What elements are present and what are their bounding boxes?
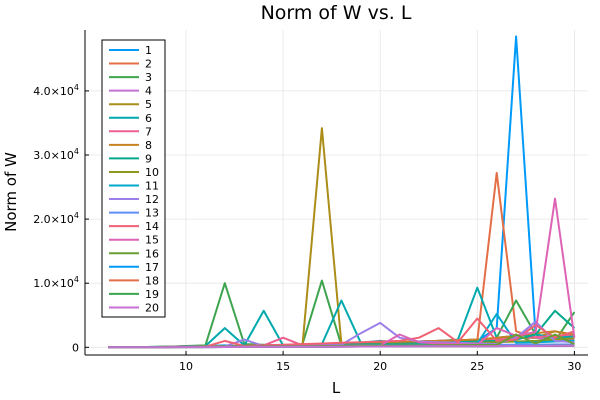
legend-label: 5 xyxy=(145,98,152,111)
series-line-20 xyxy=(108,344,575,349)
x-axis-label: L xyxy=(332,379,341,397)
legend-label: 14 xyxy=(145,220,159,233)
y-ticks: 0 1.0×104 2.0×104 3.0×104 4.0×104 xyxy=(33,83,89,354)
legend-label: 11 xyxy=(145,180,159,193)
x-tick-label: 15 xyxy=(276,360,290,373)
legend-label: 3 xyxy=(145,71,152,84)
legend-label: 16 xyxy=(145,247,159,260)
x-tick-label: 25 xyxy=(470,360,484,373)
legend-label: 4 xyxy=(145,85,152,98)
legend-label: 10 xyxy=(145,166,159,179)
legend-label: 1 xyxy=(145,44,152,57)
y-tick-label: 1.0×104 xyxy=(33,275,79,290)
x-ticks: 10 15 20 25 30 xyxy=(179,351,581,373)
legend-label: 20 xyxy=(145,301,159,314)
y-tick-label: 3.0×104 xyxy=(33,147,79,162)
legend-label: 7 xyxy=(145,125,152,138)
y-tick-label: 0 xyxy=(72,341,79,354)
y-tick-label: 2.0×104 xyxy=(33,211,79,226)
legend-label: 6 xyxy=(145,112,152,125)
legend-label: 8 xyxy=(145,139,152,152)
series xyxy=(108,35,576,349)
x-tick-label: 30 xyxy=(567,360,581,373)
x-tick-label: 10 xyxy=(179,360,193,373)
legend-label: 17 xyxy=(145,261,159,274)
legend-label: 9 xyxy=(145,152,152,165)
legend-label: 12 xyxy=(145,193,159,206)
axes xyxy=(84,30,588,356)
chart-title: Norm of W vs. L xyxy=(261,2,412,24)
legend-label: 2 xyxy=(145,58,152,71)
legend-label: 15 xyxy=(145,234,159,247)
legend-label: 19 xyxy=(145,288,159,301)
legend-label: 13 xyxy=(145,207,159,220)
x-tick-label: 20 xyxy=(373,360,387,373)
y-axis-label: Norm of W xyxy=(2,152,20,232)
y-tick-label: 4.0×104 xyxy=(33,83,79,98)
legend-box xyxy=(101,39,166,318)
legend-label: 18 xyxy=(145,274,159,287)
